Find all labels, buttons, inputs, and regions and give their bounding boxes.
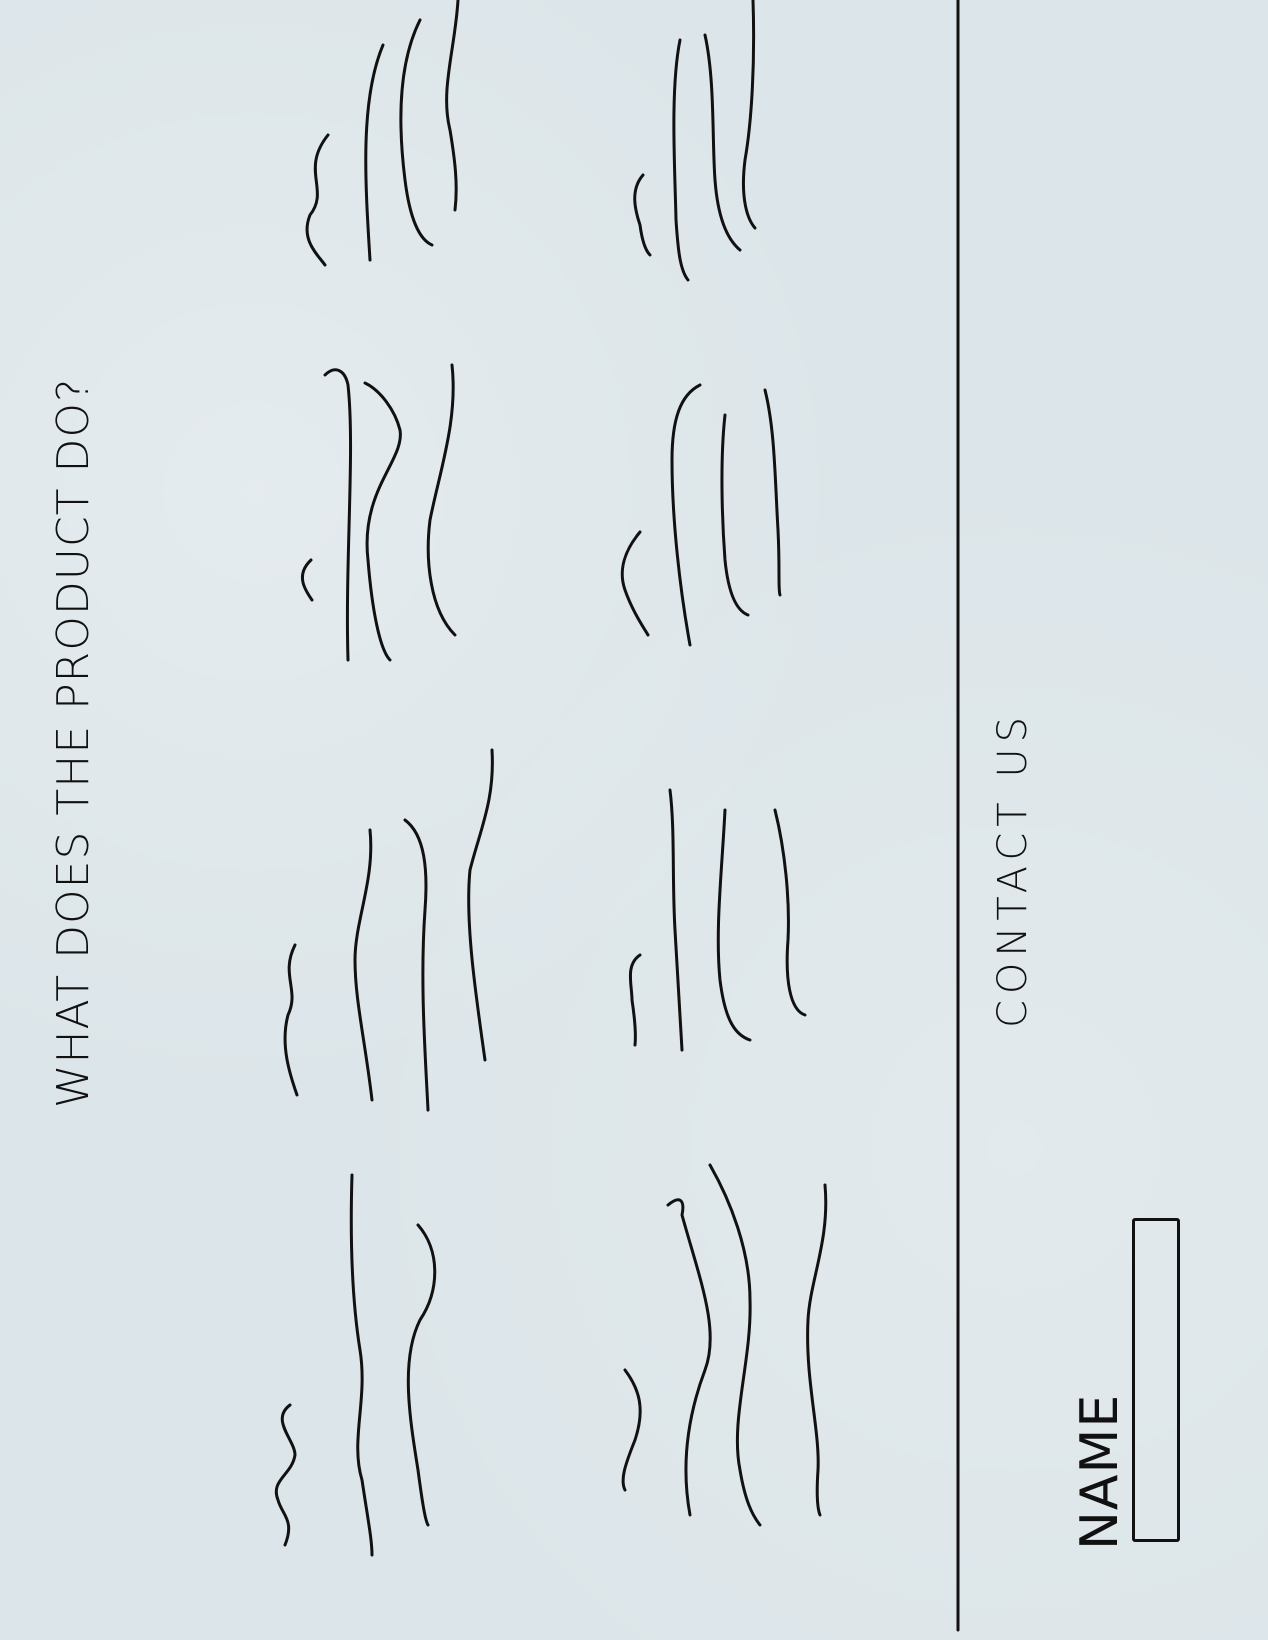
feature-block-2-placeholder [300,363,457,662]
name-label: NAME [1070,1393,1130,1550]
page-heading: WHAT DOES THE PRODUCT DO? [48,377,99,1108]
feature-block-3-placeholder [283,748,494,1112]
feature-block-1-placeholder [305,0,460,267]
feature-block-6-placeholder [620,383,782,647]
feature-block-8-placeholder [621,1163,828,1527]
feature-block-4-placeholder [274,1173,437,1557]
feature-block-7-placeholder [628,788,807,1052]
contact-us-title: CONTACT US [990,710,1036,1028]
feature-block-5-placeholder [633,0,757,282]
name-input[interactable] [1132,1218,1180,1542]
